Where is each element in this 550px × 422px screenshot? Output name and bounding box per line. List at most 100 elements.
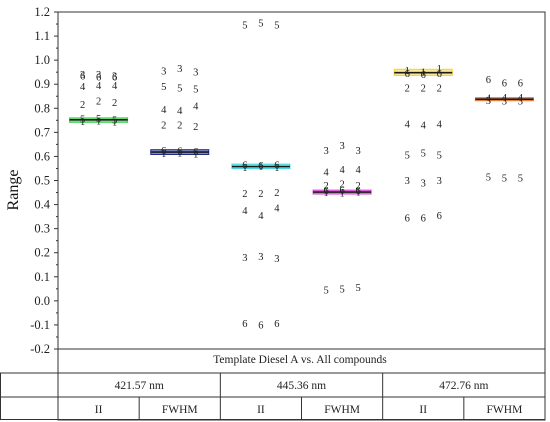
- point-label: 6: [502, 79, 507, 90]
- point-label: 1: [177, 148, 182, 159]
- point-label: 6: [242, 160, 247, 171]
- point-label: 4: [258, 211, 264, 222]
- point-label: 5: [486, 172, 491, 183]
- point-label: 6: [355, 186, 360, 197]
- measure-label: FWHM: [324, 404, 360, 416]
- y-tick-label: 0.2: [34, 246, 50, 260]
- measure-label: II: [95, 404, 103, 416]
- point-label: 4: [486, 94, 492, 105]
- point-label: 1: [405, 66, 410, 77]
- point-label: 1: [274, 163, 279, 174]
- point-label: 6: [96, 72, 101, 83]
- y-tick-label: 0.5: [34, 174, 50, 188]
- point-label: 4: [161, 105, 167, 116]
- point-label: 2: [193, 122, 198, 133]
- point-label: 5: [502, 174, 507, 185]
- point-label: 1: [96, 116, 101, 127]
- point-label: 2: [161, 121, 166, 132]
- point-label: 2: [274, 188, 279, 199]
- point-label: 6: [339, 186, 344, 197]
- point-label: 3: [193, 68, 198, 79]
- point-label: 6: [274, 160, 279, 171]
- y-tick-label: 0.3: [34, 222, 50, 236]
- point-label: 3: [502, 97, 507, 108]
- y-tick-label: 1.0: [34, 53, 50, 67]
- point-label: 4: [339, 165, 345, 176]
- point-label: 3: [274, 254, 279, 265]
- point-label: 2: [405, 83, 410, 94]
- group-6: 6 6 64 4 43 3 35 5 5: [474, 75, 534, 185]
- y-tick-label: 0.7: [34, 125, 50, 139]
- y-tick-label: 0.1: [34, 270, 50, 284]
- point-label: 3: [80, 70, 85, 81]
- measure-label: FWHM: [162, 404, 198, 416]
- point-label: 3: [161, 66, 166, 77]
- point-label: 4: [242, 206, 248, 217]
- point-label: 1: [112, 118, 117, 129]
- point-label: 6: [112, 72, 117, 83]
- point-label: 3: [339, 141, 344, 152]
- wavelength-label: 472.76 nm: [439, 380, 488, 392]
- category-table: Range Template Diesel A vs. All compound…: [0, 170, 546, 421]
- point-label: 5: [437, 151, 442, 162]
- point-label: 6: [258, 161, 263, 172]
- y-tick-label: 1.1: [34, 29, 50, 43]
- point-label: 5: [80, 115, 85, 126]
- point-label: 5: [258, 18, 263, 29]
- point-label: 3: [96, 70, 101, 81]
- group-1: 6 6 63 3 34 4 42 2 25 5 51 1 1: [69, 70, 129, 129]
- point-label: 1: [323, 188, 328, 199]
- point-label: 4: [355, 165, 361, 176]
- point-label: 1: [355, 188, 360, 199]
- point-label: 3: [486, 96, 491, 107]
- y-tick-label: -0.1: [30, 318, 50, 332]
- point-label: 5: [112, 115, 117, 126]
- point-label: 1: [193, 150, 198, 161]
- point-label: 1: [437, 64, 442, 75]
- point-label: 1: [80, 117, 85, 128]
- point-label: 3: [242, 253, 247, 264]
- point-label: 4: [405, 119, 411, 130]
- point-label: 4: [421, 121, 427, 132]
- point-label: 1: [421, 68, 426, 79]
- point-label: 3: [258, 252, 263, 263]
- point-label: 6: [161, 146, 166, 157]
- wavelength-label: 421.57 nm: [115, 380, 164, 392]
- plot-area: 6 6 63 3 34 4 42 2 25 5 51 1 13 3 35 5 54 4 42 2 26 6 61 1 15 5 56…: [69, 18, 534, 331]
- point-label: 5: [274, 21, 279, 32]
- measure-label: FWHM: [487, 404, 523, 416]
- measure-label: II: [419, 404, 427, 416]
- point-label: 5: [405, 151, 410, 162]
- point-label: 6: [274, 319, 279, 330]
- point-label: 4: [177, 106, 183, 117]
- y-axis: 1.2 1.1 1.0 0.9 0.8 0.7 0.6 0.5 0.4 0.3 0.2 0.1 0.0 -…: [30, 5, 546, 356]
- point-label: 6: [258, 320, 263, 331]
- y-tick-label: 1.2: [34, 5, 50, 19]
- y-tick-label: -0.2: [30, 342, 50, 356]
- point-label: 4: [502, 93, 508, 104]
- point-label: 6: [177, 147, 182, 158]
- point-label: 1: [242, 163, 247, 174]
- point-label: 2: [339, 180, 344, 191]
- point-label: 2: [242, 189, 247, 200]
- point-label: 5: [96, 114, 101, 125]
- point-label: 3: [112, 71, 117, 82]
- point-label: 6: [242, 319, 247, 330]
- point-label: 4: [518, 93, 524, 104]
- point-label: 6: [437, 69, 442, 80]
- y-tick-label: 0.8: [34, 101, 50, 115]
- point-label: 2: [80, 100, 85, 111]
- point-label: 5: [161, 82, 166, 93]
- point-label: 6: [437, 211, 442, 222]
- y-tick-label: 0.0: [34, 294, 50, 308]
- point-label: 6: [193, 147, 198, 158]
- point-label: 2: [112, 98, 117, 109]
- point-label: 2: [96, 97, 101, 108]
- point-label: 4: [193, 101, 199, 112]
- group-2: 3 3 35 5 54 4 42 2 26 6 61 1 1: [150, 64, 210, 161]
- point-label: 6: [421, 70, 426, 81]
- point-label: 5: [421, 148, 426, 159]
- point-label: 6: [405, 213, 410, 224]
- point-label: 5: [339, 284, 344, 295]
